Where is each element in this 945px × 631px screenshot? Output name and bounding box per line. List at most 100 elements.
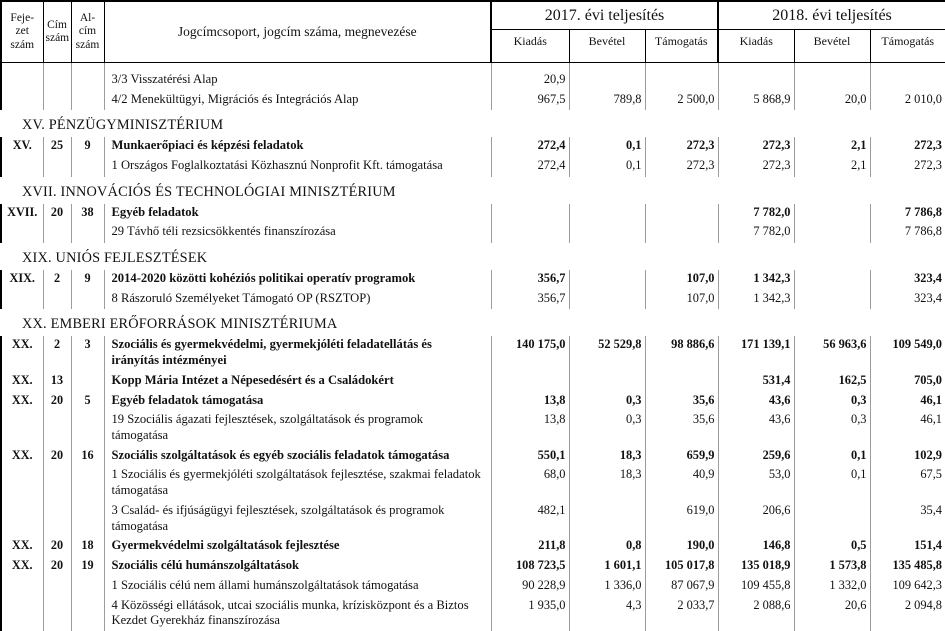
bevetel-2018-cell: 20,0 [794, 90, 871, 111]
kiadas-2018-cell: 53,0 [718, 466, 795, 502]
bevetel-2017-cell [569, 223, 646, 244]
bevetel-2017-cell: 0,1 [569, 157, 646, 177]
alcim-cell [71, 90, 105, 111]
column-header-tamogatas-2018: Támogatás [869, 29, 945, 63]
column-header-fejezet-szam: Feje- zet szám [0, 0, 44, 63]
kiadas-2018-cell: 5 868,9 [718, 90, 795, 111]
alcim-cell [71, 71, 105, 91]
table-row: 29 Távhő téli rezsicsökkentés finanszíro… [0, 223, 945, 244]
tamogatas-2018-cell: 109 549,0 [870, 336, 945, 372]
bevetel-2018-cell: 0,1 [794, 446, 871, 467]
kiadas-2017-cell [491, 371, 570, 392]
table-row: XVII. 20 38 Egyéb feladatok 7 782,0 7 786,8 [0, 203, 945, 224]
bevetel-2018-cell: 162,5 [794, 371, 871, 392]
tamogatas-2017-cell: 2 500,0 [645, 90, 719, 111]
fejezet-cell: XIX. [0, 269, 44, 290]
fejezet-cell: XV. [0, 137, 44, 158]
alcim-cell [71, 411, 105, 447]
fejezet-cell [0, 501, 44, 538]
column-header-cim-szam: Cím szám [42, 0, 72, 63]
spacer-row [0, 62, 945, 71]
tamogatas-2017-cell: 107,0 [645, 269, 719, 290]
cim-cell [43, 501, 72, 538]
kiadas-2017-cell [491, 203, 570, 224]
table-row: XIX. 2 9 2014-2020 közötti kohéziós politik… [0, 269, 945, 290]
row-name: Egyéb feladatok [104, 203, 492, 224]
table-row: 3 Család- és ifjúságügyi fejlesztések, s… [0, 501, 945, 538]
tamogatas-2017-cell: 190,0 [645, 537, 719, 558]
row-name: 3 Család- és ifjúságügyi fejlesztések, s… [104, 501, 492, 538]
tamogatas-2018-cell: 272,3 [870, 137, 945, 158]
bevetel-2018-cell [794, 71, 871, 91]
row-name: 4 Közösségi ellátások, utcai szociális m… [104, 596, 492, 631]
bevetel-2017-cell: 0,3 [569, 411, 646, 447]
bevetel-2017-cell [569, 371, 646, 392]
tamogatas-2018-cell: 46,1 [870, 391, 945, 412]
cim-cell: 20 [43, 537, 72, 558]
kiadas-2017-cell: 20,9 [491, 71, 570, 91]
cim-cell: 20 [43, 557, 72, 577]
kiadas-2018-cell: 7 782,0 [718, 203, 795, 224]
tamogatas-2017-cell [645, 371, 719, 392]
row-name: Szociális és gyermekvédelmi, gyermekjólé… [104, 336, 492, 372]
tamogatas-2018-cell: 7 786,8 [870, 203, 945, 224]
kiadas-2018-cell: 1 342,3 [718, 289, 795, 310]
kiadas-2017-cell: 550,1 [491, 446, 570, 467]
kiadas-2017-cell: 140 175,0 [491, 336, 570, 372]
bevetel-2018-cell [794, 501, 871, 538]
bevetel-2018-cell: 1 573,8 [794, 557, 871, 577]
cim-cell: 20 [43, 446, 72, 467]
fejezet-cell [0, 289, 44, 310]
cim-cell [43, 223, 72, 244]
row-name: 1 Szociális célú nem állami humánszolgál… [104, 576, 492, 597]
kiadas-2017-cell: 272,4 [491, 157, 570, 177]
alcim-cell [71, 466, 105, 502]
cim-cell: 13 [43, 371, 72, 392]
bevetel-2018-cell: 0,5 [794, 537, 871, 558]
tamogatas-2017-cell: 105 017,8 [645, 557, 719, 577]
tamogatas-2018-cell: 102,9 [870, 446, 945, 467]
table-row: XX. 20 18 Gyermekvédelmi szolgáltatások fej… [0, 537, 945, 558]
kiadas-2017-cell: 68,0 [491, 466, 570, 502]
column-header-kiadas-2017: Kiadás [490, 29, 570, 63]
section-row: XV. PÉNZÜGYMINISZTÉRIUM [1, 110, 945, 137]
bevetel-2018-cell [794, 269, 871, 290]
fejezet-cell: XX. [0, 557, 44, 577]
section-title: XV. PÉNZÜGYMINISZTÉRIUM [22, 117, 224, 134]
fejezet-cell: XX. [0, 371, 44, 392]
bevetel-2018-cell: 1 332,0 [794, 576, 871, 597]
fejezet-cell [0, 466, 44, 502]
alcim-cell: 9 [71, 269, 105, 290]
column-header-alcim-szam: Al- cím szám [70, 0, 105, 63]
kiadas-2018-cell: 135 018,9 [718, 557, 795, 577]
kiadas-2018-cell [718, 71, 795, 91]
column-header-bevetel-2017: Bevétel [568, 29, 646, 63]
cim-cell: 2 [43, 269, 72, 290]
tamogatas-2017-cell: 619,0 [645, 501, 719, 538]
fejezet-cell [0, 223, 44, 244]
bevetel-2018-cell: 2,1 [794, 137, 871, 158]
table-row: 8 Rászoruló Személyeket Támogató OP (RSZ… [0, 289, 945, 310]
tamogatas-2017-cell [645, 203, 719, 224]
fejezet-cell [0, 71, 44, 91]
bevetel-2018-cell [794, 203, 871, 224]
cim-cell [43, 90, 72, 111]
bevetel-2017-cell: 1 336,0 [569, 576, 646, 597]
fejezet-cell: XX. [0, 446, 44, 467]
column-header-tamogatas-2017: Támogatás [644, 29, 719, 63]
alcim-cell [71, 501, 105, 538]
fejezet-cell [0, 157, 44, 177]
cim-cell [43, 596, 72, 631]
row-name: Egyéb feladatok támogatása [104, 391, 492, 412]
alcim-cell [71, 157, 105, 177]
bevetel-2018-cell: 0,3 [794, 391, 871, 412]
tamogatas-2018-cell: 323,4 [870, 269, 945, 290]
table-row: 4 Közösségi ellátások, utcai szociális m… [0, 596, 945, 631]
tamogatas-2018-cell: 705,0 [870, 371, 945, 392]
bevetel-2017-cell: 18,3 [569, 446, 646, 467]
kiadas-2018-cell: 259,6 [718, 446, 795, 467]
section-row: XX. EMBERI ERŐFORRÁSOK MINISZTÉRIUMA [1, 309, 945, 336]
table-header: Feje- zet szám Cím szám Al- cím szám Jog… [0, 0, 945, 63]
table-row: XX. 13 Kopp Mária Intézet a Népesedésért é… [0, 371, 945, 392]
